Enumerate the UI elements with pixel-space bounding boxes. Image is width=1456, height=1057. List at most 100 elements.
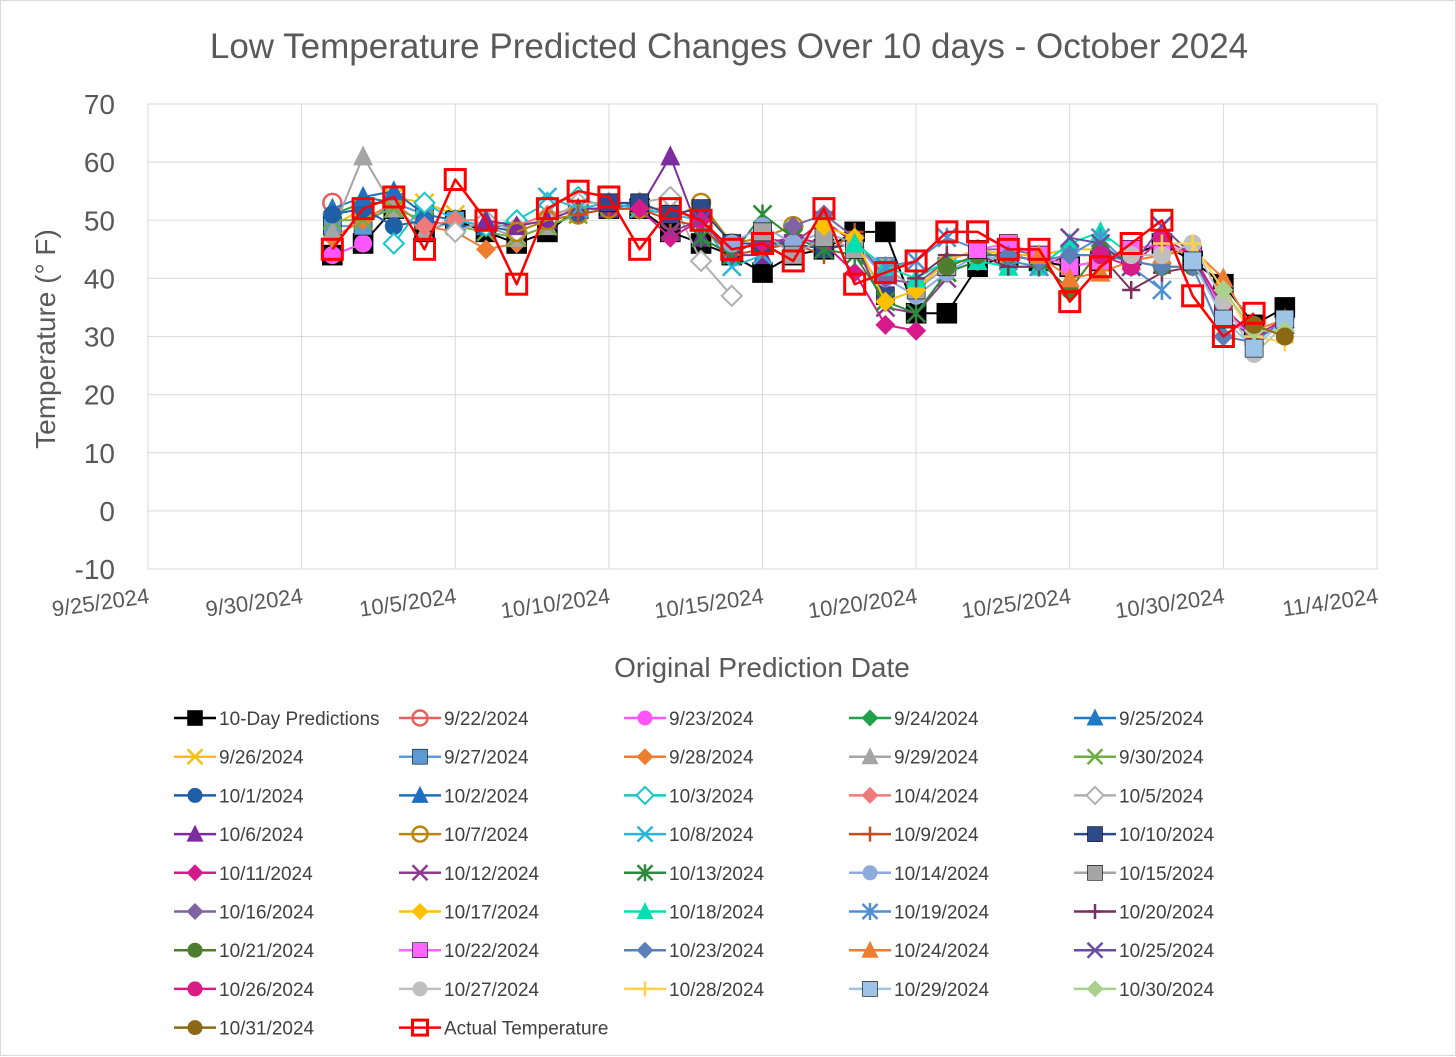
legend-label: 10/27/2024: [444, 980, 540, 1001]
data-point: [1152, 234, 1171, 253]
y-tick-label: 60: [84, 147, 115, 178]
series-line: [331, 178, 1255, 338]
series-line: [669, 219, 948, 315]
legend-label: 10/2/2024: [444, 786, 529, 807]
legend-label: 10/14/2024: [894, 864, 990, 885]
x-tick-label: 10/10/2024: [499, 583, 612, 623]
data-point: [812, 197, 836, 221]
legend-label: 10/30/2024: [1119, 980, 1215, 1001]
data-point: [384, 217, 403, 236]
legend-item: 10/9/2024: [849, 825, 979, 846]
chart-title: Low Temperature Predicted Changes Over 1…: [210, 27, 1248, 66]
data-point: [966, 220, 990, 244]
legend-marker: [861, 786, 879, 804]
data-point: [658, 197, 682, 221]
legend-item: 10/21/2024: [174, 941, 315, 962]
legend-item: 9/22/2024: [399, 709, 529, 730]
legend-marker: [187, 787, 203, 803]
data-point: [720, 284, 744, 308]
legend-marker: [861, 940, 879, 958]
data-point: [505, 272, 529, 296]
x-axis-ticks: 9/25/2024 9/30/2024 10/5/2024 10/10/2024 10/…: [50, 583, 1379, 623]
data-point: [537, 187, 558, 207]
legend-label: 10/23/2024: [669, 941, 765, 962]
legend-label: 10/25/2024: [1119, 941, 1215, 962]
legend-marker: [862, 981, 878, 997]
data-point: [382, 185, 406, 209]
legend-marker: [636, 825, 654, 843]
data-point: [781, 249, 805, 273]
legend-label: 10/4/2024: [894, 786, 979, 807]
series-actual-temperature: [320, 168, 1266, 348]
y-tick-label: 40: [84, 263, 115, 294]
data-point: [628, 237, 652, 261]
legend-label: 10-Day Predictions: [219, 709, 380, 730]
legend-item: 10/25/2024: [1074, 941, 1215, 962]
legend-label: 10/1/2024: [219, 786, 304, 807]
legend-item: 10-Day Predictions: [174, 709, 380, 730]
legend-item: 10/29/2024: [849, 980, 990, 1001]
legend-item: 10/2/2024: [399, 785, 529, 807]
x-tick-label: 10/30/2024: [1114, 583, 1227, 623]
legend-label: 10/8/2024: [669, 825, 754, 846]
legend-label: 9/26/2024: [219, 748, 304, 769]
legend-marker: [861, 747, 879, 765]
data-point: [1058, 290, 1082, 314]
data-point: [535, 197, 559, 221]
data-point: [566, 179, 590, 203]
data-point: [844, 232, 865, 253]
legend-label: 10/5/2024: [1119, 786, 1204, 807]
legend-item: 10/12/2024: [399, 864, 540, 885]
legend-label: 10/10/2024: [1119, 825, 1215, 846]
legend-marker: [1087, 826, 1103, 842]
legend-marker: [411, 903, 429, 920]
legend-item: 10/13/2024: [624, 864, 765, 885]
legend-item: 10/19/2024: [849, 903, 990, 924]
y-axis-ticks: 70 60 50 40 30 20 10 0 -10: [75, 89, 115, 585]
legend-item: 10/14/2024: [849, 864, 990, 885]
legend-label: 10/7/2024: [444, 825, 529, 846]
series-line: [577, 207, 856, 257]
legend-label: 9/30/2024: [1119, 748, 1204, 769]
plot-area: [147, 103, 1378, 570]
legend-item: 10/6/2024: [174, 824, 304, 846]
data-point: [475, 239, 496, 260]
data-point: [783, 216, 804, 237]
data-point: [875, 314, 896, 335]
legend-label: 9/28/2024: [669, 748, 754, 769]
data-point: [1275, 327, 1294, 346]
x-tick-label: 10/5/2024: [358, 583, 458, 621]
legend-item: 10/7/2024: [399, 825, 529, 846]
legend-marker: [862, 826, 878, 842]
data-point: [1027, 237, 1051, 261]
data-point: [351, 197, 375, 221]
legend-marker: [1086, 748, 1104, 766]
data-point: [904, 249, 928, 273]
data-point: [1183, 251, 1202, 271]
data-point: [383, 180, 404, 201]
legend-label: 10/19/2024: [894, 903, 990, 924]
data-point: [1088, 255, 1112, 279]
legend-marker: [635, 785, 655, 806]
legend-item: 10/10/2024: [1074, 825, 1215, 846]
data-point: [875, 221, 896, 243]
legend-label: 9/25/2024: [1119, 709, 1204, 730]
data-point: [1059, 267, 1080, 288]
legend-item: 10/1/2024: [174, 786, 304, 807]
legend-marker: [861, 709, 879, 727]
legend-marker: [186, 824, 204, 842]
legend-item: 9/27/2024: [399, 748, 529, 769]
legend-marker: [187, 981, 203, 997]
x-tick-label: 9/25/2024: [50, 583, 150, 621]
legend-item: 9/23/2024: [624, 709, 754, 730]
legend-item: 9/25/2024: [1074, 708, 1204, 730]
x-tick-label: 9/30/2024: [204, 583, 304, 621]
legend-marker: [861, 903, 879, 920]
legend-label: 10/31/2024: [219, 1019, 315, 1040]
x-tick-label: 10/15/2024: [653, 583, 766, 623]
data-point: [629, 198, 650, 219]
legend-item: 10/8/2024: [624, 825, 754, 846]
data-point: [660, 227, 681, 248]
data-point: [937, 257, 956, 276]
series-10-29-2024: [1183, 251, 1295, 358]
